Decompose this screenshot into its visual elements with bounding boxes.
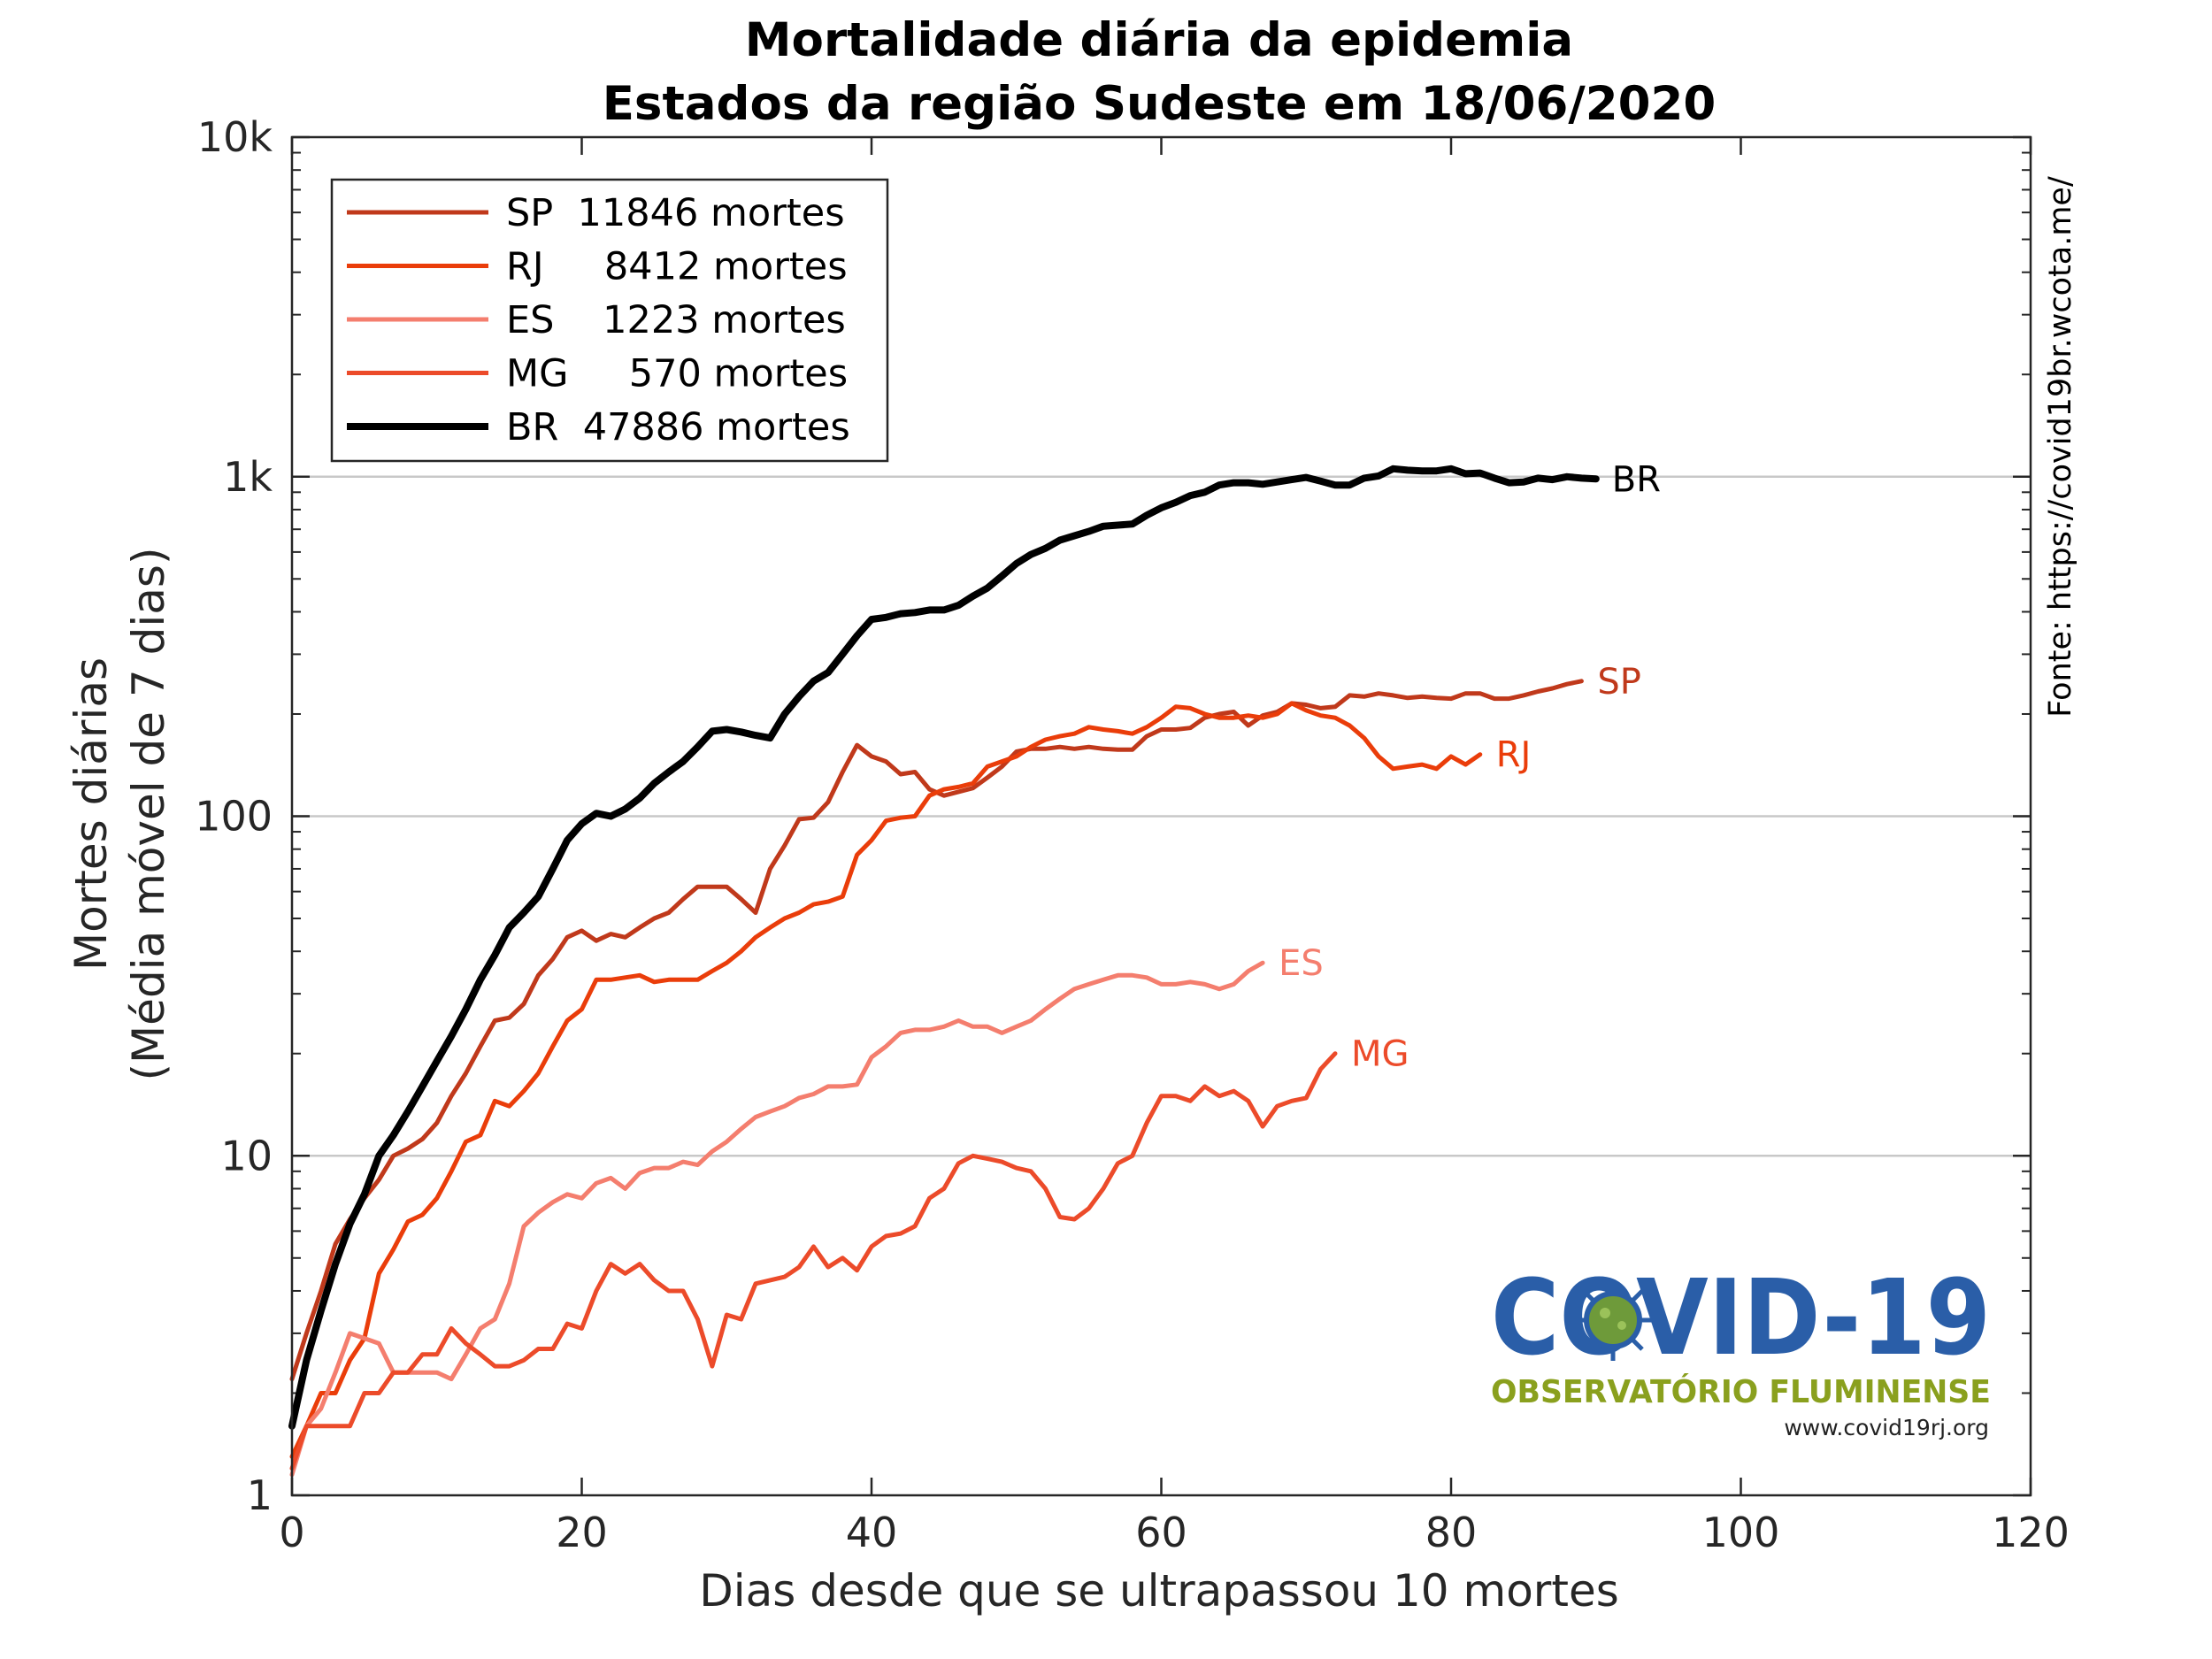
y-tick-label: 10k: [197, 113, 273, 161]
x-tick-label: 100: [1702, 1509, 1780, 1556]
plot-area: 1 10 100 1k 10k 0 20 40 60 80 100 120 SP RJ ES MG BR: [195, 113, 2070, 1556]
chart-subtitle: Estados da região Sudeste em 18/06/2020: [603, 77, 1717, 131]
legend-label-br: BR 47886 mortes: [506, 405, 850, 449]
legend-label-es: ES 1223 mortes: [506, 298, 846, 342]
legend-label-mg: MG 570 mortes: [506, 352, 848, 396]
legend-label-sp: SP 11846 mortes: [506, 191, 845, 235]
logo-url-text: www.covid19rj.org: [1784, 1415, 1989, 1440]
y-tick-label: 1k: [223, 453, 273, 501]
logo-title-text: COVID-19: [1491, 1256, 1991, 1379]
x-axis-label: Dias desde que se ultrapassou 10 mortes: [699, 1565, 1619, 1617]
x-tick-label: 40: [846, 1509, 898, 1556]
y-tick-label: 1: [247, 1471, 273, 1519]
y-axis-label-line2: (Média móvel de 7 dias): [123, 548, 174, 1081]
series-end-label-mg: MG: [1351, 1034, 1409, 1075]
x-tick-label: 80: [1425, 1509, 1478, 1556]
y-axis-label-line1: Mortes diárias: [65, 657, 117, 971]
series-line-br: [288, 465, 1600, 1430]
series-line-mg: [289, 1051, 1338, 1471]
series-end-label-br: BR: [1612, 459, 1661, 500]
plot-frame: [290, 135, 2032, 1497]
series-end-label-sp: SP: [1597, 662, 1641, 703]
series-end-label-rj: RJ: [1496, 735, 1532, 776]
y-tick-label: 100: [195, 793, 273, 841]
x-tick-label: 120: [1992, 1509, 2070, 1556]
series-line-es: [289, 960, 1265, 1478]
x-tick-label: 20: [556, 1509, 608, 1556]
x-tick-label: 0: [279, 1509, 304, 1556]
x-tick-label: 60: [1135, 1509, 1187, 1556]
source-label: Fonte: https://covid19br.wcota.me/: [2043, 176, 2078, 718]
legend: SP 11846 mortes RJ 8412 mortes ES 1223 mor…: [330, 178, 889, 463]
y-tick-label: 10: [220, 1132, 273, 1179]
logo-subtitle-text: OBSERVATÓRIO FLUMINENSE: [1491, 1373, 1991, 1410]
chart-title: Mortalidade diária da epidemia: [745, 13, 1573, 67]
covid19-logo: COVID-19 OBSERVATÓRIO FLUMINENSE www.cov…: [1491, 1256, 1991, 1440]
virus-icon: [1572, 1279, 1654, 1361]
series-line-rj: [289, 701, 1483, 1459]
legend-label-rj: RJ 8412 mortes: [506, 245, 848, 289]
series-end-label-es: ES: [1279, 943, 1324, 984]
